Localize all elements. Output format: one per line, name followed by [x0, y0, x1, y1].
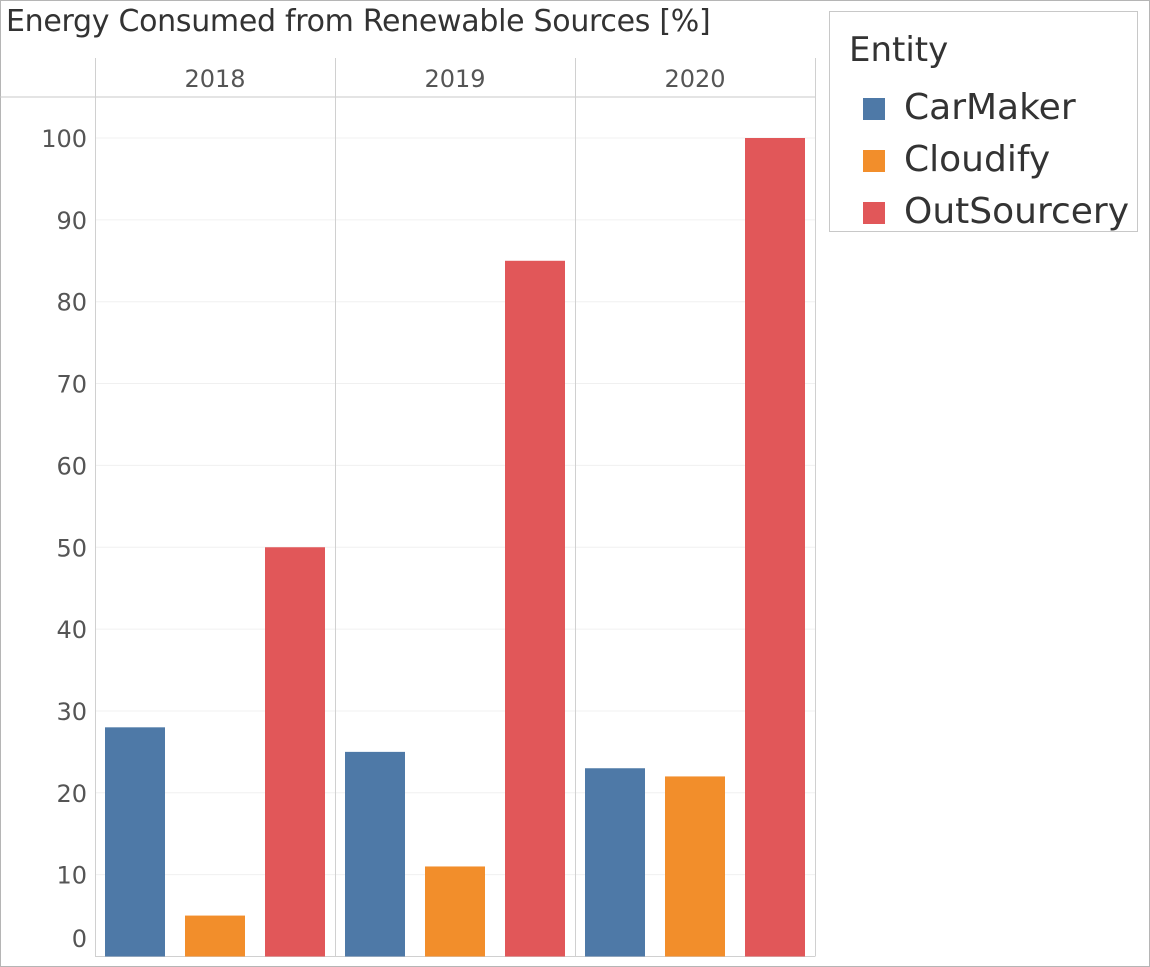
- category-header-2019: 2019: [424, 65, 485, 93]
- chart-title: Energy Consumed from Renewable Sources […: [6, 4, 711, 39]
- legend-swatch-cloudify: [863, 150, 885, 172]
- y-tick-label-30: 30: [56, 698, 87, 726]
- y-tick-label-80: 80: [56, 289, 87, 317]
- legend-swatch-outsourcery: [863, 202, 885, 224]
- y-tick-label-50: 50: [56, 534, 87, 562]
- y-tick-label-10: 10: [56, 862, 87, 890]
- bar-carmaker-2018: [105, 727, 165, 957]
- category-header-2020: 2020: [664, 65, 725, 93]
- bar-carmaker-2020: [585, 768, 645, 957]
- legend-label-carmaker: CarMaker: [904, 87, 1076, 128]
- category-header-2018: 2018: [184, 65, 245, 93]
- y-tick-label-60: 60: [56, 452, 87, 480]
- y-tick-label-40: 40: [56, 616, 87, 644]
- y-tick-label-90: 90: [56, 207, 87, 235]
- bar-carmaker-2019: [345, 751, 405, 957]
- bar-outsourcery-2018: [265, 547, 325, 957]
- bar-outsourcery-2020: [745, 138, 805, 957]
- bar-cloudify-2018: [185, 915, 245, 957]
- y-tick-label-20: 20: [56, 780, 87, 808]
- y-tick-label-0: 0: [72, 925, 87, 953]
- legend-label-cloudify: Cloudify: [904, 139, 1051, 180]
- y-tick-label-70: 70: [56, 371, 87, 399]
- bar-cloudify-2020: [665, 776, 725, 957]
- legend: Entity CarMaker Cloudify OutSourcery: [829, 11, 1138, 232]
- legend-label-outsourcery: OutSourcery: [904, 191, 1130, 232]
- bar-outsourcery-2019: [505, 260, 565, 957]
- legend-swatch-carmaker: [863, 98, 885, 120]
- legend-title: Entity: [849, 30, 949, 70]
- y-tick-label-100: 100: [41, 125, 87, 153]
- bar-cloudify-2019: [425, 866, 485, 957]
